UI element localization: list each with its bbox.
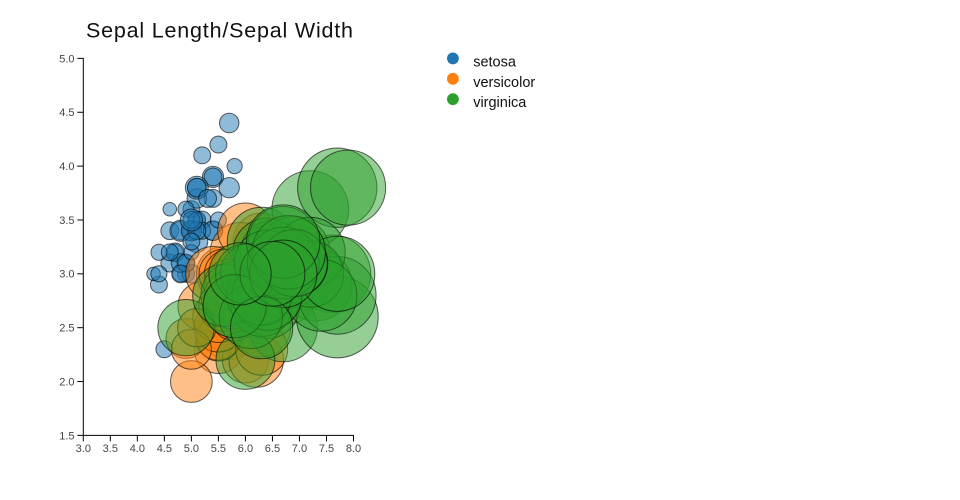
svg-text:4.5: 4.5 [157, 443, 172, 455]
svg-text:8.0: 8.0 [346, 443, 361, 455]
svg-text:5.0: 5.0 [59, 53, 74, 65]
svg-text:versicolor: versicolor [473, 75, 535, 91]
svg-text:3.5: 3.5 [103, 443, 118, 455]
svg-text:4.0: 4.0 [130, 443, 145, 455]
svg-text:7.0: 7.0 [292, 443, 307, 455]
svg-text:5.5: 5.5 [211, 443, 226, 455]
svg-text:4.0: 4.0 [59, 161, 74, 173]
svg-text:Sepal Length/Sepal Width: Sepal Length/Sepal Width [86, 19, 354, 43]
svg-text:3.0: 3.0 [76, 443, 91, 455]
svg-text:6.5: 6.5 [265, 443, 280, 455]
svg-text:5.0: 5.0 [184, 443, 199, 455]
svg-text:6.0: 6.0 [238, 443, 253, 455]
svg-text:2.5: 2.5 [59, 323, 74, 335]
svg-text:7.5: 7.5 [319, 443, 334, 455]
svg-text:setosa: setosa [473, 54, 517, 70]
svg-text:4.5: 4.5 [59, 107, 74, 119]
svg-text:3.5: 3.5 [59, 215, 74, 227]
svg-text:1.5: 1.5 [59, 430, 74, 442]
svg-text:virginica: virginica [473, 95, 527, 111]
svg-text:2.0: 2.0 [59, 376, 74, 388]
svg-text:3.0: 3.0 [59, 269, 74, 281]
